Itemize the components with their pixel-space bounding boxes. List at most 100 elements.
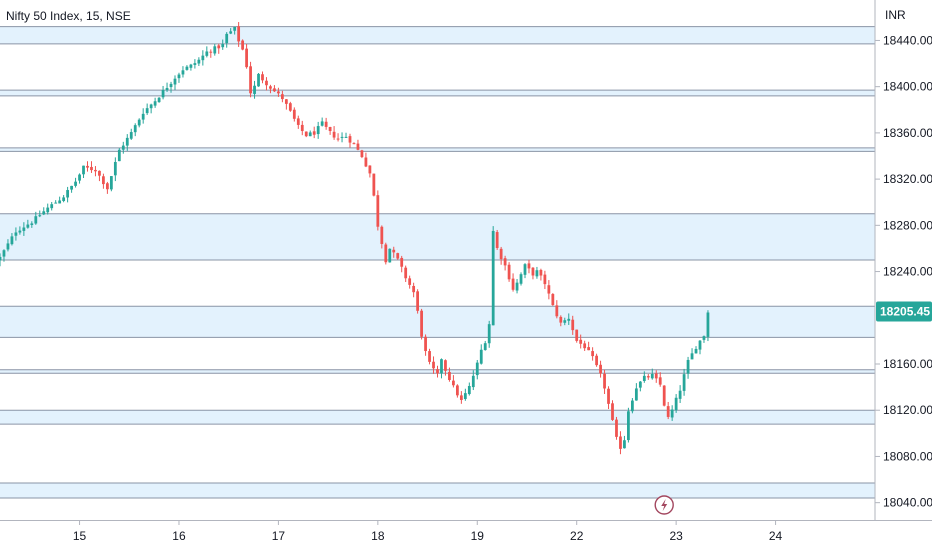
candle-84 bbox=[400, 257, 404, 267]
candle-91 bbox=[428, 351, 431, 362]
candle-96 bbox=[448, 371, 451, 380]
candle-129 bbox=[579, 339, 583, 344]
candle-29 bbox=[181, 70, 185, 75]
candle--1 bbox=[62, 197, 66, 201]
candle-89 bbox=[420, 310, 423, 337]
candle-68 bbox=[336, 138, 340, 140]
candle-4 bbox=[82, 165, 85, 175]
candle-156 bbox=[686, 359, 690, 374]
candle-78 bbox=[376, 195, 380, 227]
candle-121 bbox=[547, 285, 551, 294]
candle-56 bbox=[288, 103, 292, 111]
candle--5 bbox=[46, 207, 50, 213]
candle-14 bbox=[121, 145, 125, 150]
candle-25 bbox=[165, 87, 169, 91]
candle-37 bbox=[213, 46, 217, 54]
candle-141 bbox=[627, 411, 630, 441]
candle--13 bbox=[14, 232, 18, 236]
candle-79 bbox=[380, 226, 384, 244]
candle-2 bbox=[74, 181, 77, 186]
candle-127 bbox=[571, 319, 575, 331]
candle-47 bbox=[253, 85, 256, 94]
candle-24 bbox=[161, 90, 165, 98]
candle-101 bbox=[467, 385, 471, 395]
candle-5 bbox=[86, 165, 89, 168]
candle-99 bbox=[459, 395, 463, 400]
candle-66 bbox=[328, 126, 332, 132]
candle-61 bbox=[308, 132, 312, 137]
candle-148 bbox=[654, 373, 658, 379]
candle-109 bbox=[499, 248, 503, 260]
candle-12 bbox=[113, 161, 117, 176]
candle-155 bbox=[682, 374, 686, 391]
candle-128 bbox=[575, 329, 579, 341]
candle-123 bbox=[555, 305, 559, 317]
candle-41 bbox=[229, 31, 233, 34]
candle-90 bbox=[424, 336, 427, 352]
candle-75 bbox=[364, 157, 368, 167]
price-tick-label-9: 18040.00 bbox=[883, 496, 932, 510]
zone-4 bbox=[0, 306, 875, 338]
candle-102 bbox=[471, 375, 475, 388]
candle-135 bbox=[603, 373, 606, 389]
price-tick-label-3: 18320.00 bbox=[883, 172, 932, 186]
candle-46 bbox=[249, 66, 252, 94]
time-tick-label-6: 23 bbox=[669, 529, 683, 543]
price-axis[interactable]: 18440.00 18400.00 18360.00 18320.00 18280.00… bbox=[875, 33, 932, 510]
price-tick-label-6: 18160.00 bbox=[883, 357, 932, 371]
candle-69 bbox=[340, 136, 344, 138]
lightning-bolt-icon[interactable] bbox=[654, 495, 674, 515]
candle-0 bbox=[66, 190, 70, 198]
candle-137 bbox=[611, 403, 614, 420]
candle-88 bbox=[416, 291, 420, 311]
candle--8 bbox=[34, 216, 38, 224]
candle-132 bbox=[591, 351, 595, 357]
candle--16 bbox=[2, 250, 6, 257]
last-price-marker: 18205.45 bbox=[876, 301, 932, 322]
candle-23 bbox=[157, 97, 161, 103]
zone-0 bbox=[0, 26, 875, 44]
candle-19 bbox=[141, 113, 145, 120]
candle-140 bbox=[623, 440, 626, 449]
candle-62 bbox=[312, 131, 316, 135]
candle-64 bbox=[320, 121, 324, 126]
candle-139 bbox=[619, 436, 622, 449]
candle-143 bbox=[634, 388, 638, 401]
price-tick-label-1: 18400.00 bbox=[883, 80, 932, 94]
candle--4 bbox=[50, 204, 54, 209]
candle-154 bbox=[678, 390, 682, 399]
candle-95 bbox=[444, 360, 447, 371]
candle-120 bbox=[543, 274, 547, 285]
candle-93 bbox=[436, 369, 439, 374]
candle-114 bbox=[519, 274, 523, 284]
candle--15 bbox=[6, 243, 10, 250]
candle-144 bbox=[638, 381, 642, 388]
candle-86 bbox=[408, 278, 412, 285]
candle-6 bbox=[90, 166, 93, 171]
candle-57 bbox=[292, 109, 296, 119]
candle--12 bbox=[18, 230, 22, 233]
candle-151 bbox=[666, 406, 670, 417]
candle-138 bbox=[615, 419, 618, 437]
candle-63 bbox=[316, 126, 320, 135]
candle-81 bbox=[388, 248, 392, 263]
time-axis[interactable]: 15 16 17 18 19 22 23 24 bbox=[73, 520, 783, 543]
candle-150 bbox=[662, 385, 666, 406]
candle-98 bbox=[455, 385, 459, 396]
candle-42 bbox=[233, 26, 237, 31]
candle-65 bbox=[324, 121, 328, 127]
candle-9 bbox=[102, 176, 105, 185]
candle-112 bbox=[511, 278, 515, 290]
zone-3 bbox=[0, 213, 875, 260]
currency-label: INR bbox=[885, 8, 906, 22]
candle-108 bbox=[495, 232, 499, 248]
chart-legend-title: Nifty 50 Index, 15, NSE bbox=[6, 9, 131, 23]
candle-97 bbox=[452, 380, 455, 386]
candle-43 bbox=[237, 26, 241, 42]
zone-1 bbox=[0, 90, 875, 96]
candle-77 bbox=[372, 173, 376, 196]
price-tick-label-7: 18120.00 bbox=[883, 403, 932, 417]
candle--14 bbox=[10, 236, 14, 245]
candle-39 bbox=[221, 44, 225, 48]
